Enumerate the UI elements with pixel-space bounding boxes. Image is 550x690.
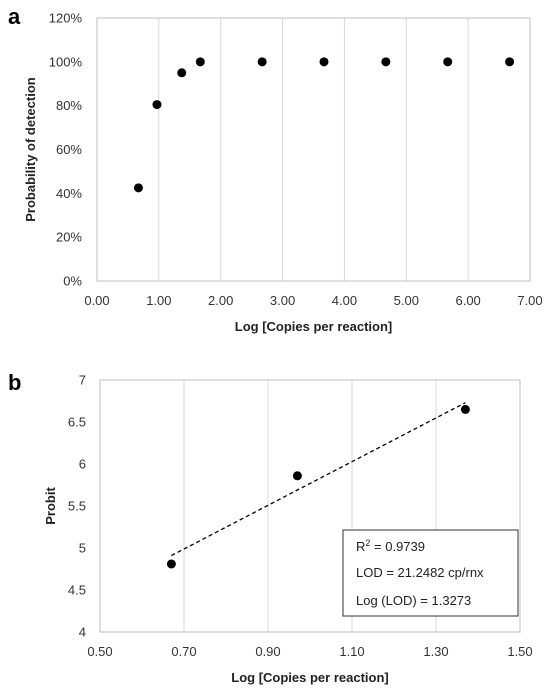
x-tick-label: 4.00 bbox=[332, 293, 357, 308]
r-squared-label: R2 = 0.9739 bbox=[356, 538, 425, 554]
x-tick-label: 2.00 bbox=[208, 293, 233, 308]
stats-box-frame bbox=[342, 529, 519, 617]
panel-b-plot-area bbox=[99, 379, 521, 633]
panel-a-x-axis-title: Log [Copies per reaction] bbox=[235, 319, 392, 334]
panel-b-x-ticks: 0.50 0.70 0.90 1.10 1.30 1.50 bbox=[87, 644, 532, 659]
lod-label: LOD = 21.2482 cp/rnx bbox=[356, 565, 484, 580]
data-point bbox=[152, 100, 162, 110]
y-tick-label: 100% bbox=[49, 54, 83, 69]
data-point bbox=[133, 183, 143, 193]
y-tick-label: 120% bbox=[49, 11, 83, 26]
panel-b-x-axis-title: Log [Copies per reaction] bbox=[231, 670, 388, 685]
panel-b-points bbox=[166, 404, 470, 569]
panel-a-y-ticks: 0% 20% 40% 60% 80% 100% 120% bbox=[49, 11, 83, 289]
panel-b-trendline bbox=[171, 402, 466, 557]
x-tick-label: 1.00 bbox=[146, 293, 171, 308]
data-point bbox=[195, 57, 205, 67]
x-tick-label: 0.00 bbox=[84, 293, 109, 308]
y-tick-label: 6.5 bbox=[68, 415, 86, 430]
panel-a-y-axis-title: Probability of detection bbox=[23, 77, 38, 222]
y-tick-label: 0% bbox=[63, 274, 82, 289]
data-point bbox=[381, 57, 391, 67]
x-tick-label: 0.50 bbox=[87, 644, 112, 659]
data-point bbox=[177, 68, 187, 78]
panel-a-plot-area bbox=[96, 17, 531, 282]
y-tick-label: 4 bbox=[79, 625, 86, 640]
x-tick-label: 0.90 bbox=[255, 644, 280, 659]
panel-a-x-ticks: 0.00 1.00 2.00 3.00 4.00 5.00 6.00 7.00 bbox=[84, 293, 542, 308]
panel-a-chart: a 0% 20% 40% 60% 80% 100% 120% 0.00 1.00 2.00 3.0… bbox=[8, 4, 543, 334]
panel-b-stats-box: R2 = 0.9739 LOD = 21.2482 cp/rnx Log (LO… bbox=[342, 529, 519, 617]
x-tick-label: 1.50 bbox=[507, 644, 532, 659]
y-tick-label: 4.5 bbox=[68, 583, 86, 598]
panel-a-points bbox=[133, 57, 515, 193]
y-tick-label: 7 bbox=[79, 373, 86, 388]
x-tick-label: 0.70 bbox=[171, 644, 196, 659]
y-tick-label: 60% bbox=[56, 142, 82, 157]
x-tick-label: 6.00 bbox=[455, 293, 480, 308]
y-tick-label: 40% bbox=[56, 186, 82, 201]
panel-b-letter: b bbox=[8, 370, 21, 395]
y-tick-label: 5.5 bbox=[68, 499, 86, 514]
data-point bbox=[292, 471, 302, 481]
r-squared-prefix: R bbox=[356, 539, 365, 554]
panel-b-chart: b 4 4.5 5 5.5 6 6.5 7 0.50 0.70 0.90 1.10 1.30 1.50… bbox=[8, 370, 533, 685]
data-point bbox=[505, 57, 515, 67]
y-tick-label: 20% bbox=[56, 230, 82, 245]
data-point bbox=[460, 404, 470, 414]
x-tick-label: 7.00 bbox=[517, 293, 542, 308]
panel-a-gridlines bbox=[96, 18, 531, 281]
panel-a-letter: a bbox=[8, 4, 21, 29]
data-point bbox=[443, 57, 453, 67]
r-squared-value: = 0.9739 bbox=[370, 539, 425, 554]
y-tick-label: 5 bbox=[79, 541, 86, 556]
panel-b-y-axis-title: Probit bbox=[43, 487, 58, 525]
y-tick-label: 80% bbox=[56, 98, 82, 113]
data-point bbox=[319, 57, 329, 67]
x-tick-label: 3.00 bbox=[270, 293, 295, 308]
panel-b-y-ticks: 4 4.5 5 5.5 6 6.5 7 bbox=[68, 373, 86, 640]
x-tick-label: 1.30 bbox=[423, 644, 448, 659]
data-point bbox=[166, 559, 176, 569]
x-tick-label: 1.10 bbox=[339, 644, 364, 659]
y-tick-label: 6 bbox=[79, 457, 86, 472]
r-squared-superscript: 2 bbox=[365, 538, 370, 548]
log-lod-label: Log (LOD) = 1.3273 bbox=[356, 593, 471, 608]
data-point bbox=[257, 57, 267, 67]
x-tick-label: 5.00 bbox=[394, 293, 419, 308]
